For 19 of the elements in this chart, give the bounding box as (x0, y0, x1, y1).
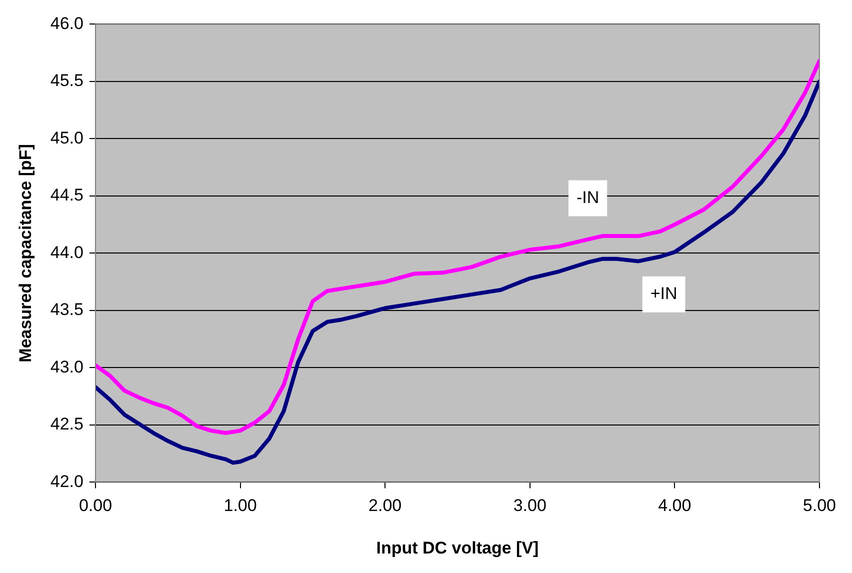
x-tick-label: 1.00 (224, 496, 257, 516)
y-tick-label: 45.5 (50, 71, 84, 90)
y-axis-title: Measured capacitance [pF] (16, 144, 35, 362)
x-tick-label: 4.00 (658, 496, 692, 516)
series-label: -IN (576, 188, 600, 207)
y-tick-label: 45.0 (50, 128, 84, 148)
x-tick-label: 2.00 (368, 496, 402, 516)
y-tick-label: 44.0 (50, 242, 84, 262)
x-tick-label: 0.00 (78, 496, 112, 516)
y-tick-label: 42.5 (50, 414, 84, 434)
series-label: +IN (650, 284, 678, 304)
y-tick-label: 43.5 (50, 300, 84, 320)
y-tick-label: 43.0 (50, 357, 84, 376)
x-tick-label: 5.00 (802, 496, 836, 516)
y-tick-label: 46.0 (50, 14, 84, 33)
y-tick-label: 42.0 (50, 472, 84, 491)
x-tick-label: 3.00 (513, 496, 546, 516)
y-tick-label: 44.5 (50, 186, 84, 205)
x-axis-title: Input DC voltage [V] (376, 538, 539, 558)
